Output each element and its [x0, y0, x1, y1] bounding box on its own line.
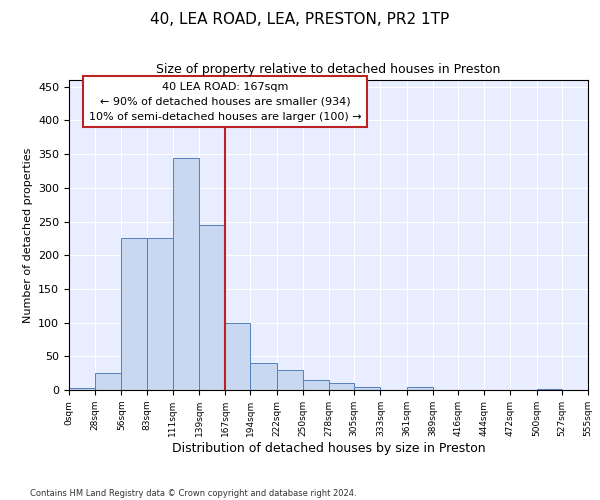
Text: 40, LEA ROAD, LEA, PRESTON, PR2 1TP: 40, LEA ROAD, LEA, PRESTON, PR2 1TP — [151, 12, 449, 28]
Bar — [225, 322, 250, 390]
X-axis label: Distribution of detached houses by size in Preston: Distribution of detached houses by size … — [172, 442, 485, 454]
Bar — [354, 386, 380, 390]
Bar — [329, 384, 354, 390]
Bar — [146, 238, 173, 390]
Bar — [199, 225, 225, 390]
Bar — [121, 238, 146, 390]
Bar — [250, 363, 277, 390]
Y-axis label: Number of detached properties: Number of detached properties — [23, 148, 32, 322]
Bar — [95, 373, 121, 390]
Bar — [536, 388, 562, 390]
Text: 40 LEA ROAD: 167sqm
← 90% of detached houses are smaller (934)
10% of semi-detac: 40 LEA ROAD: 167sqm ← 90% of detached ho… — [89, 82, 361, 122]
Bar — [69, 388, 95, 390]
Title: Size of property relative to detached houses in Preston: Size of property relative to detached ho… — [157, 63, 500, 76]
Bar — [277, 370, 303, 390]
Bar — [407, 388, 433, 390]
Bar — [303, 380, 329, 390]
Text: Contains HM Land Registry data © Crown copyright and database right 2024.: Contains HM Land Registry data © Crown c… — [30, 488, 356, 498]
Bar — [173, 158, 199, 390]
